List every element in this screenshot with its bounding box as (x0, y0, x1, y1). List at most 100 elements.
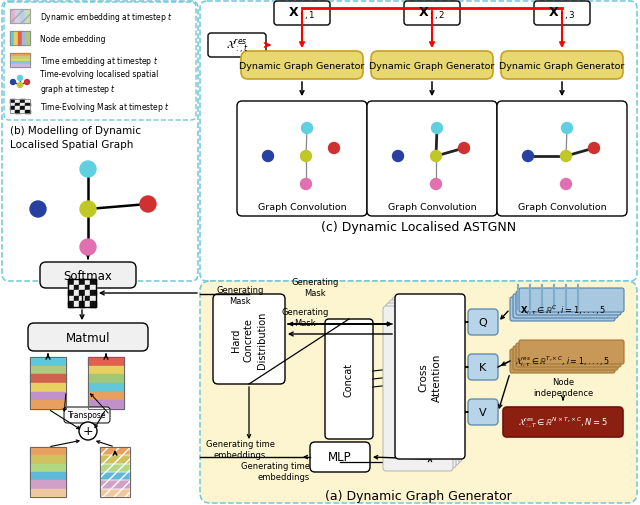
Bar (100, 480, 130, 489)
Bar (30, 480, 66, 489)
FancyBboxPatch shape (310, 442, 370, 472)
Bar (90, 279, 96, 285)
Bar (84, 285, 90, 290)
Bar (68, 279, 74, 285)
Bar (79, 290, 84, 296)
Circle shape (328, 143, 339, 154)
Bar (14, 32, 18, 46)
Text: Concat: Concat (344, 362, 354, 396)
Bar (100, 447, 130, 497)
Text: Dynamic Graph Generator: Dynamic Graph Generator (369, 62, 495, 70)
FancyBboxPatch shape (383, 307, 453, 471)
Text: $\mathbf{X}_{:,2}$: $\mathbf{X}_{:,2}$ (419, 6, 445, 22)
Text: Dynamic Graph Generator: Dynamic Graph Generator (499, 62, 625, 70)
Bar (30, 472, 66, 480)
Bar (20, 110, 25, 114)
FancyBboxPatch shape (468, 355, 498, 380)
Circle shape (561, 179, 572, 190)
Text: Generating
Mask: Generating Mask (216, 285, 264, 306)
Text: Q: Q (479, 317, 488, 327)
FancyBboxPatch shape (395, 294, 465, 459)
Text: Time-evolving localised spatial
graph at timestep $t$: Time-evolving localised spatial graph at… (40, 70, 158, 95)
Text: Graph Convolution: Graph Convolution (258, 202, 346, 211)
FancyBboxPatch shape (389, 300, 459, 465)
Bar (90, 290, 96, 296)
FancyBboxPatch shape (64, 407, 110, 423)
Circle shape (431, 151, 442, 162)
Text: (c) Dynamic Localised ASTGNN: (c) Dynamic Localised ASTGNN (321, 220, 516, 233)
Text: Dynamic Graph Generator: Dynamic Graph Generator (239, 62, 365, 70)
Bar (100, 480, 130, 489)
Circle shape (431, 179, 442, 190)
Text: Graph Convolution: Graph Convolution (388, 202, 476, 211)
Bar (84, 302, 90, 308)
Bar (90, 302, 96, 308)
Circle shape (522, 151, 534, 162)
Bar (20, 100, 25, 104)
Circle shape (17, 83, 22, 88)
Text: Generating time
embeddings: Generating time embeddings (205, 439, 275, 459)
Bar (22, 32, 26, 46)
Bar (25, 10, 30, 24)
Bar (10, 110, 15, 114)
Text: Time-Evolving Mask at timestep $t$: Time-Evolving Mask at timestep $t$ (40, 100, 170, 113)
Bar (10, 104, 15, 107)
Text: K: K (479, 362, 486, 372)
Text: (b) Modelling of Dynamic
Localised Spatial Graph: (b) Modelling of Dynamic Localised Spati… (10, 126, 141, 149)
Bar (68, 296, 74, 302)
Bar (84, 296, 90, 302)
FancyBboxPatch shape (371, 52, 493, 80)
Circle shape (458, 143, 470, 154)
Bar (10, 57, 30, 60)
Bar (88, 375, 124, 383)
Bar (90, 296, 96, 302)
FancyBboxPatch shape (516, 291, 621, 316)
Bar (30, 375, 66, 383)
Text: $\mathbf{X}_{:,1}$: $\mathbf{X}_{:,1}$ (289, 6, 316, 22)
Circle shape (80, 162, 96, 178)
Bar (100, 456, 130, 464)
Bar (74, 296, 79, 302)
Circle shape (301, 179, 312, 190)
Bar (30, 400, 66, 409)
Bar (84, 279, 90, 285)
FancyBboxPatch shape (200, 281, 637, 503)
Bar (15, 107, 20, 110)
Bar (100, 447, 130, 456)
Bar (79, 285, 84, 290)
Text: Generating time
embeddings: Generating time embeddings (241, 461, 310, 481)
Circle shape (561, 151, 572, 162)
Text: $\mathcal{X}^{res}_{i,\tau} \in \mathbb{R}^{T_r \times C}, i=1,...,5$: $\mathcal{X}^{res}_{i,\tau} \in \mathbb{… (515, 354, 611, 369)
Circle shape (262, 151, 273, 162)
Bar (100, 447, 130, 456)
Circle shape (140, 196, 156, 213)
Text: Transpose: Transpose (68, 411, 106, 420)
Bar (25, 107, 30, 110)
Text: Matmul: Matmul (66, 331, 110, 344)
FancyBboxPatch shape (510, 349, 615, 373)
Bar (68, 290, 74, 296)
Text: (a) Dynamic Graph Generator: (a) Dynamic Graph Generator (324, 489, 511, 502)
Circle shape (80, 201, 96, 218)
FancyBboxPatch shape (468, 310, 498, 335)
Text: Softmax: Softmax (63, 269, 113, 282)
FancyBboxPatch shape (404, 2, 460, 26)
Circle shape (24, 80, 29, 85)
Bar (74, 302, 79, 308)
FancyBboxPatch shape (4, 3, 196, 121)
Bar (18, 32, 22, 46)
Bar (100, 489, 130, 497)
Bar (79, 302, 84, 308)
Bar (30, 358, 66, 409)
FancyBboxPatch shape (534, 2, 590, 26)
Bar (30, 456, 66, 464)
FancyBboxPatch shape (200, 2, 637, 281)
Text: $\mathbf{X}_{i,\tau} \in \mathbb{R}^C, i=1,...,5$: $\mathbf{X}_{i,\tau} \in \mathbb{R}^C, i… (520, 302, 606, 316)
Circle shape (589, 143, 600, 154)
Bar (20, 104, 25, 107)
Bar (100, 472, 130, 480)
FancyBboxPatch shape (392, 297, 462, 462)
Bar (10, 100, 30, 114)
FancyBboxPatch shape (28, 323, 148, 351)
Bar (10, 10, 30, 24)
